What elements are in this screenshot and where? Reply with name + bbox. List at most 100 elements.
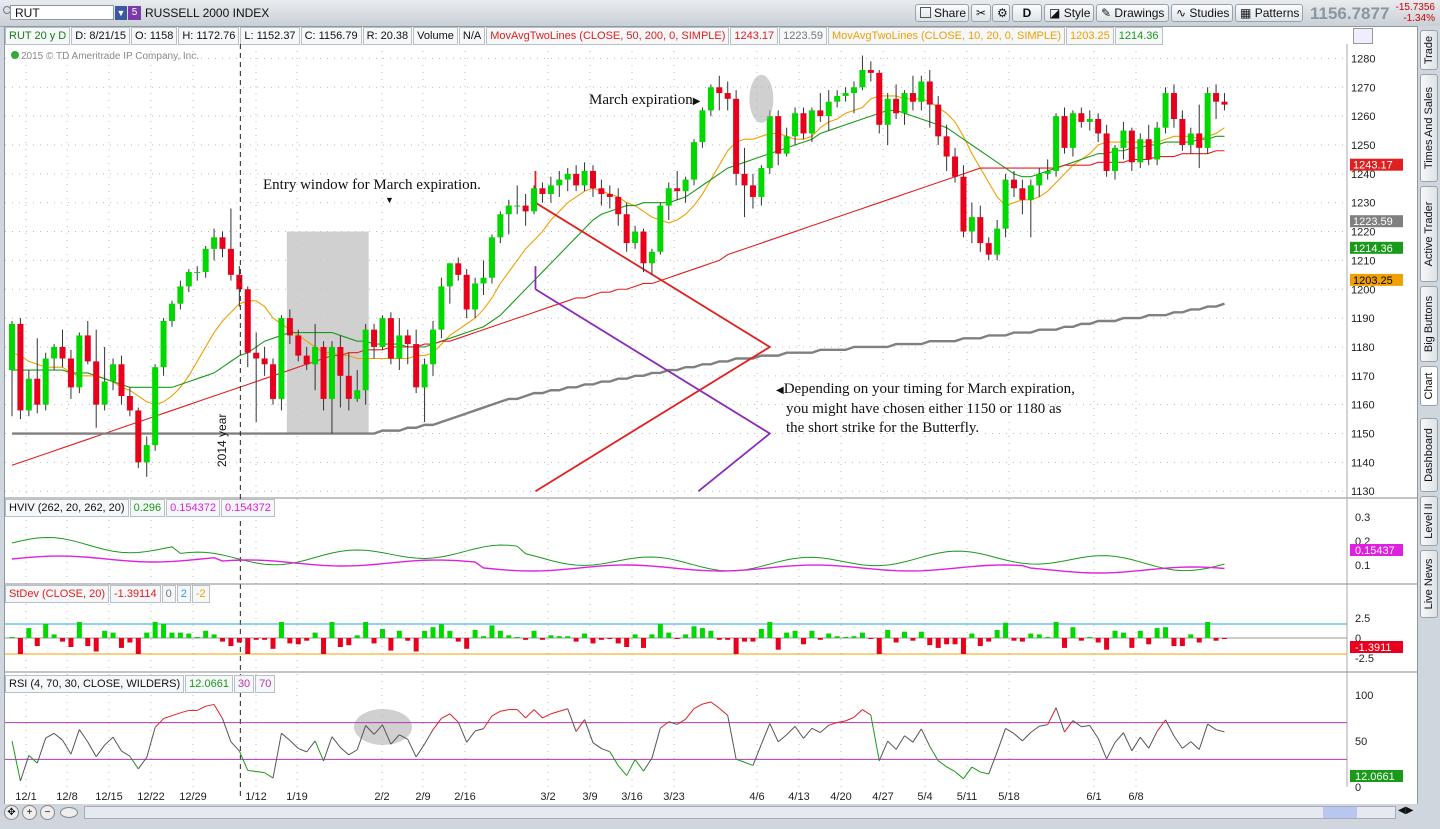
date-tick-label: 2/2 — [374, 791, 389, 803]
symbol-dropdown-icon[interactable]: ▼ — [115, 6, 127, 20]
tab-live-news[interactable]: Live News — [1420, 550, 1438, 618]
stdev-bar — [17, 638, 23, 654]
rsi-segment — [525, 709, 535, 719]
ma2-value-1: 1203.25 — [1066, 27, 1114, 45]
candle-body — [1120, 130, 1127, 148]
candle-body — [1044, 170, 1051, 174]
candle-body — [598, 188, 605, 195]
link-icon[interactable]: ⚙ — [992, 4, 1010, 22]
tab-dashboard[interactable]: Dashboard — [1420, 418, 1438, 492]
price-badge-label: 1203.25 — [1353, 275, 1393, 287]
tab-level-ii[interactable]: Level II — [1420, 496, 1438, 546]
tab-chart[interactable]: Chart — [1420, 366, 1438, 406]
rsi-segment — [845, 716, 855, 722]
stdev-bar — [1205, 622, 1211, 638]
stdev-bar — [497, 630, 503, 638]
tab-active-trader[interactable]: Active Trader — [1420, 186, 1438, 282]
tab-times-and-sales[interactable]: Times And Sales — [1420, 74, 1438, 182]
candle-body — [379, 318, 386, 347]
rsi-segment — [163, 715, 173, 720]
zoom-out-icon[interactable]: − — [40, 805, 55, 820]
stdev-bar — [1087, 637, 1093, 638]
rsi-segment — [895, 735, 905, 750]
stdev-bar — [859, 632, 865, 638]
tab-big-buttons[interactable]: Big Buttons — [1420, 286, 1438, 362]
rsi-segment — [289, 740, 299, 749]
candle-body — [1128, 130, 1135, 163]
chart-area[interactable]: RUT 20 y D D: 8/21/15 O: 1158 H: 1172.76 L: … — [4, 26, 1418, 806]
date-tick-label: 4/20 — [830, 791, 851, 803]
stdev-bar — [716, 638, 722, 640]
rsi-segment — [837, 720, 846, 723]
candle-body — [741, 173, 748, 186]
stdev-bar — [699, 628, 705, 638]
stdev-bar — [1036, 634, 1042, 638]
candle-body — [497, 214, 504, 238]
candle-body — [93, 361, 100, 405]
rsi-segment — [407, 739, 417, 758]
rsi-segment — [634, 759, 644, 772]
stdev-bar — [1019, 638, 1025, 642]
hviv-label[interactable]: HVIV (262, 20, 262, 20) — [5, 499, 129, 517]
share-label: Share — [934, 6, 967, 20]
symbol-input[interactable]: RUT — [10, 5, 114, 20]
rsi-segment — [1165, 719, 1175, 737]
rsi-label[interactable]: RSI (4, 70, 30, CLOSE, WILDERS) — [5, 675, 185, 693]
ma2-study-label[interactable]: MovAvgTwoLines (CLOSE, 10, 20, 0, SIMPLE… — [827, 27, 1066, 45]
stdev-value: -1.39114 — [109, 585, 161, 603]
arrow-right-icon: ▶ — [692, 96, 701, 107]
share-button[interactable]: Share — [915, 4, 969, 22]
style-button[interactable]: ◪ Style — [1044, 4, 1094, 22]
stdev-bar — [278, 622, 284, 638]
stdev-bar — [986, 638, 992, 642]
symbol-link-icon[interactable]: 5 — [128, 6, 141, 20]
stdev-bar — [834, 636, 840, 638]
chart-settings-icon[interactable] — [1353, 28, 1373, 44]
rsi-segment — [1064, 720, 1074, 733]
drawings-button[interactable]: ✎ Drawings — [1096, 4, 1169, 22]
tools-icon[interactable]: ✂ — [971, 4, 991, 22]
candle-body — [312, 346, 319, 365]
rsi-segment — [819, 724, 830, 733]
copyright-label: 2015 © TD Ameritrade IP Company, Inc. — [21, 51, 200, 62]
rsi-segment — [11, 740, 21, 782]
stdev-label[interactable]: StDev (CLOSE, 20) — [5, 585, 109, 603]
candle-body — [270, 364, 277, 399]
rsi-tick-label: 100 — [1355, 690, 1373, 702]
patterns-button[interactable]: ▦ Patterns — [1235, 4, 1303, 22]
tab-trade[interactable]: Trade — [1420, 30, 1438, 70]
candle-body — [84, 335, 91, 362]
candle-body — [808, 110, 815, 134]
date-tick-label: 3/23 — [663, 791, 684, 803]
stdev-bar — [161, 623, 167, 638]
candle-body — [1086, 119, 1093, 122]
rsi-segment — [718, 707, 729, 716]
scroll-end-icon[interactable]: ◀▶ — [1398, 805, 1414, 816]
rsi-segment — [609, 751, 619, 766]
rsi-segment — [306, 740, 316, 753]
rsi-segment — [533, 709, 543, 719]
candle-body — [648, 251, 655, 264]
study-panes: 0.30.20.10.154372.50-2.5-1.391110050012.… — [5, 512, 1417, 794]
stdev-bar — [211, 634, 217, 638]
stdev-bar — [674, 638, 680, 639]
stdev-zero: 0 — [161, 585, 176, 603]
zoom-in-icon[interactable]: + — [22, 805, 37, 820]
stdev-bar — [177, 632, 183, 638]
pan-icon[interactable]: ✥ — [4, 805, 19, 820]
candle-body — [547, 185, 554, 195]
ma1-study-label[interactable]: MovAvgTwoLines (CLOSE, 50, 200, 0, SIMPL… — [486, 27, 730, 45]
fit-icon[interactable] — [60, 807, 78, 818]
studies-button[interactable]: ∿ Studies — [1171, 4, 1233, 22]
chart-canvas[interactable]: 1280 1270 1260 1250 1240 1230 1220 1210 1200 1190… — [5, 27, 1417, 805]
butterfly-1150-line — [534, 288, 772, 492]
rsi-segment — [222, 718, 232, 742]
rsi-segment — [803, 728, 813, 739]
horizontal-scrollbar[interactable] — [84, 806, 1396, 819]
rsi-segment — [702, 701, 711, 705]
scrollbar-thumb[interactable] — [1323, 807, 1357, 818]
rsi-segment — [500, 709, 509, 712]
period-button[interactable]: D — [1012, 4, 1042, 22]
candle-body — [1162, 93, 1169, 128]
ma-line-sma200 — [12, 302, 1225, 435]
